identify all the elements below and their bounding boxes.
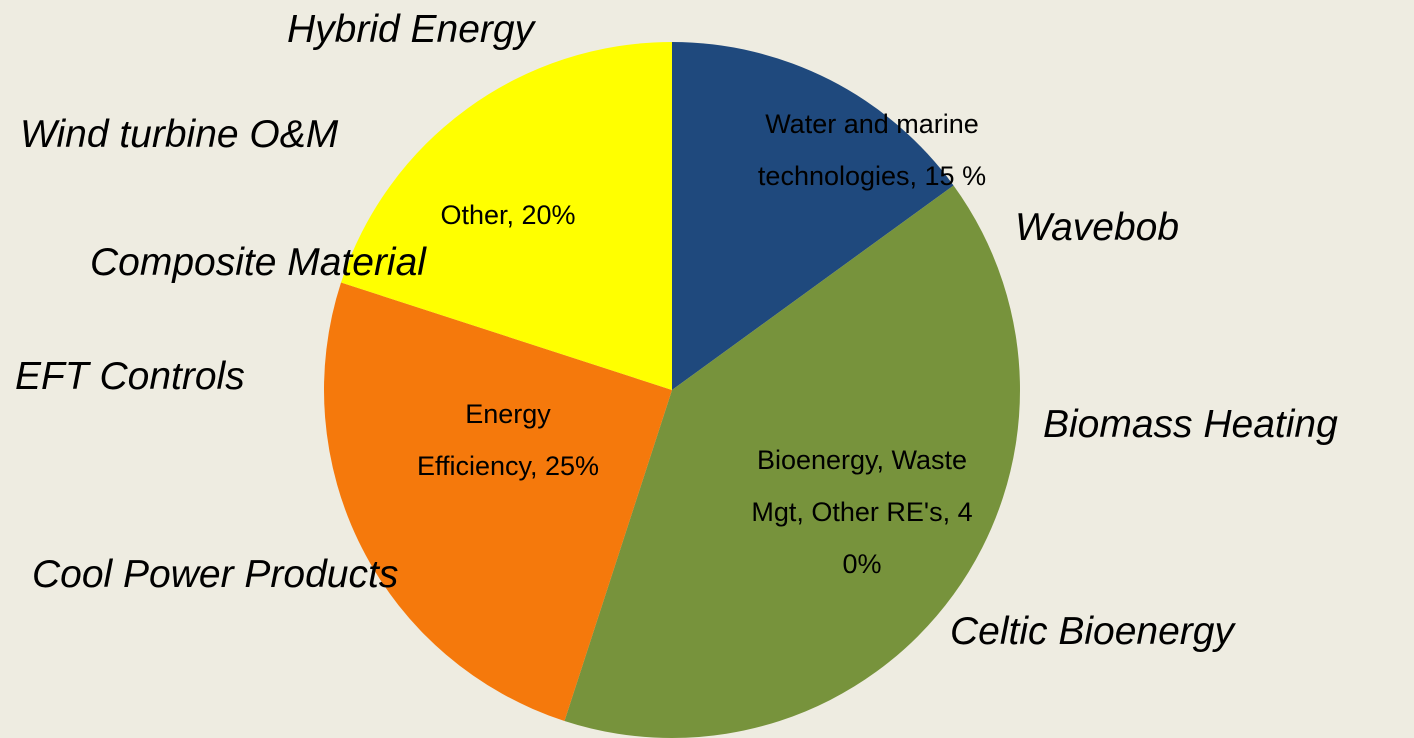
annotation: EFT Controls (15, 355, 245, 398)
annotation: Cool Power Products (32, 553, 399, 596)
pie-slice (672, 42, 954, 390)
data-label: Bioenergy, Waste Mgt, Other RE's, 40% (751, 445, 973, 579)
annotation: Wavebob (1015, 206, 1180, 249)
data-label: Water and marine technologies, 15 % (757, 109, 987, 191)
pie-slice (341, 42, 672, 390)
annotation: Celtic Bioenergy (950, 610, 1234, 653)
annotation: Hybrid Energy (287, 8, 535, 51)
data-label: Other, 20% (440, 200, 576, 230)
pie-slice (564, 185, 1021, 738)
pie-slice (324, 282, 672, 721)
data-label: Energy Efficiency, 25% (416, 399, 600, 481)
annotation: Composite Material (90, 241, 426, 284)
annotation: Wind turbine O&M (20, 113, 339, 156)
annotation: Biomass Heating (1043, 403, 1338, 446)
